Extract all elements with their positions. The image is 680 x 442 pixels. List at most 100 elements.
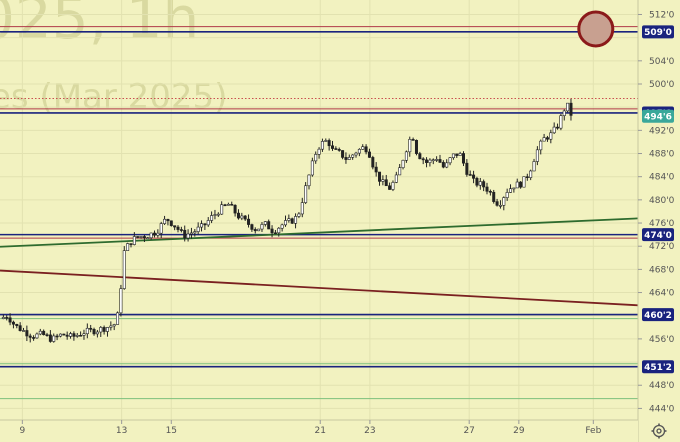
candle-body-119 xyxy=(401,159,405,169)
candle-body-73 xyxy=(247,218,251,225)
candle-body-152 xyxy=(512,187,516,190)
candle-body-84 xyxy=(283,220,287,226)
candle-body-82 xyxy=(277,227,281,234)
horizontal-lines xyxy=(0,26,638,400)
x-tick-label-1: 13 xyxy=(116,426,127,436)
candle-body-162 xyxy=(545,137,549,140)
candle-body-104 xyxy=(351,154,355,158)
candle-body-165 xyxy=(556,126,560,129)
candle-body-102 xyxy=(344,157,348,160)
candle-body-112 xyxy=(378,171,382,182)
price-tag-label-3: 474'0 xyxy=(644,231,672,241)
candle-body-153 xyxy=(515,181,519,189)
candle-body-45 xyxy=(152,232,156,236)
candle-body-126 xyxy=(425,159,429,163)
candle-body-113 xyxy=(381,179,385,182)
candle-body-155 xyxy=(522,176,526,188)
candle-body-111 xyxy=(374,166,378,173)
watermark-name: es (Mar 2025) xyxy=(0,77,227,117)
settings-gear-icon[interactable] xyxy=(651,423,667,439)
candle-body-148 xyxy=(498,205,502,207)
candle-body-85 xyxy=(287,218,291,221)
candle-body-83 xyxy=(280,224,284,229)
candle-body-15 xyxy=(52,335,56,342)
candle-body-161 xyxy=(542,137,546,142)
y-tick-label-11: 468'0 xyxy=(649,265,675,275)
candle-body-156 xyxy=(525,176,529,178)
price-tag-label-4: 460'2 xyxy=(644,311,672,321)
grid xyxy=(0,0,638,420)
candle-body-97 xyxy=(327,140,331,147)
candle-body-30 xyxy=(102,327,106,332)
trendline-0 xyxy=(0,217,639,248)
trendline-1 xyxy=(0,269,639,307)
candle-body-125 xyxy=(421,158,425,161)
candle-body-10 xyxy=(35,333,39,339)
y-tick-label-3: 500'0 xyxy=(649,80,675,90)
candle-body-159 xyxy=(535,149,539,162)
candle-body-134 xyxy=(451,153,455,158)
candle-body-145 xyxy=(488,190,492,193)
candle-body-32 xyxy=(109,325,113,328)
price-tag-2 xyxy=(642,109,674,123)
y-tick-label-2: 504'0 xyxy=(649,57,675,67)
candle-body-160 xyxy=(539,140,543,151)
price-tag-label-0: 509'0 xyxy=(644,28,672,38)
candle-body-61 xyxy=(206,220,210,226)
y-tick-label-9: 476'0 xyxy=(649,219,675,229)
candle-body-66 xyxy=(223,204,227,207)
candle-body-168 xyxy=(566,102,570,112)
y-tick-label-7: 484'0 xyxy=(649,173,675,183)
candle-body-13 xyxy=(45,334,49,337)
y-tick-label-10: 472'0 xyxy=(649,242,675,252)
candle-body-96 xyxy=(324,140,328,142)
candle-body-74 xyxy=(250,224,254,230)
candle-body-35 xyxy=(119,288,123,314)
candle-body-29 xyxy=(99,327,103,333)
candle-body-167 xyxy=(562,110,566,116)
candle-body-8 xyxy=(28,335,32,338)
candle-body-71 xyxy=(240,215,244,219)
candle-body-114 xyxy=(384,179,388,187)
candle-body-103 xyxy=(347,157,351,160)
candle-body-110 xyxy=(371,157,375,168)
candle-body-88 xyxy=(297,213,301,217)
y-tick-label-12: 464'0 xyxy=(649,289,675,299)
candle-body-65 xyxy=(220,204,224,215)
candle-body-12 xyxy=(42,330,46,336)
candle-body-57 xyxy=(193,231,197,234)
candle-body-157 xyxy=(529,170,533,178)
candle-body-151 xyxy=(509,188,513,193)
candle-body-28 xyxy=(95,331,99,335)
candle-body-79 xyxy=(267,221,271,230)
candle-body-42 xyxy=(142,236,146,239)
circle-marker[interactable] xyxy=(577,10,615,48)
candle-body-133 xyxy=(448,157,452,164)
candle-body-56 xyxy=(189,232,193,235)
candle-body-59 xyxy=(200,223,204,228)
candle-body-64 xyxy=(216,213,220,216)
candle-body-100 xyxy=(337,149,341,151)
candle-body-116 xyxy=(391,182,395,190)
candle-body-54 xyxy=(183,229,187,239)
candle-body-0 xyxy=(1,317,5,319)
candle-body-43 xyxy=(146,237,150,240)
candle-body-130 xyxy=(438,159,442,163)
candle-body-78 xyxy=(263,221,267,225)
candle-body-60 xyxy=(203,223,207,226)
candle-body-7 xyxy=(25,330,29,337)
candle-body-136 xyxy=(458,153,462,156)
candle-body-11 xyxy=(38,330,42,335)
candle-body-120 xyxy=(404,151,408,161)
price-tag-3 xyxy=(642,228,674,242)
candle-body-143 xyxy=(482,181,486,188)
candle-body-27 xyxy=(92,329,96,335)
candle-body-132 xyxy=(445,162,449,168)
candle-body-144 xyxy=(485,186,489,192)
candle-body-4 xyxy=(15,323,19,326)
candle-body-72 xyxy=(243,215,247,220)
x-tick-label-4: 23 xyxy=(364,426,375,436)
trendlines xyxy=(0,217,639,307)
